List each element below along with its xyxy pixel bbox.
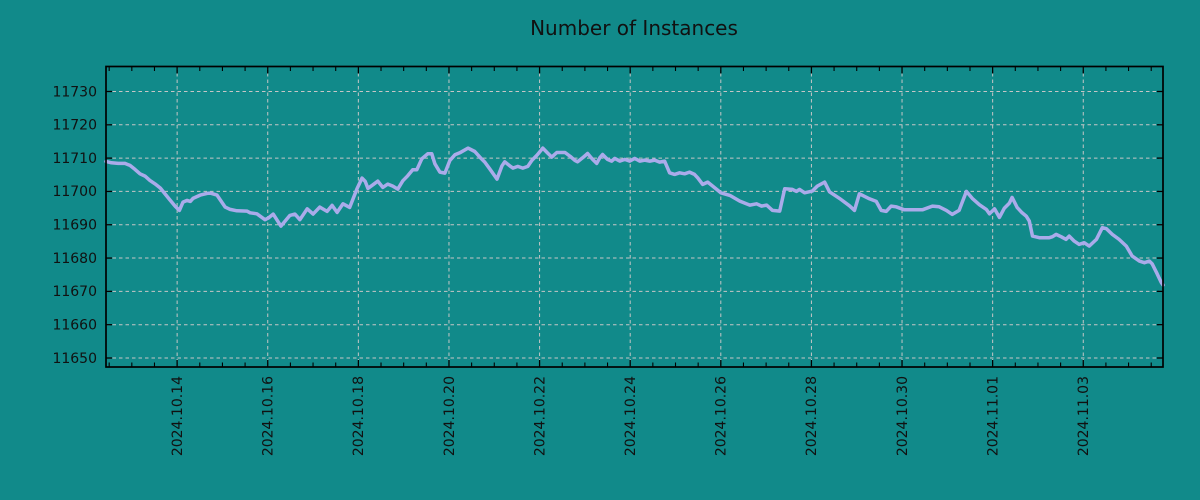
gridlines [106, 66, 1163, 367]
x-tick-label: 2024.10.16 [261, 376, 277, 456]
y-tick-labels: 11650 11660 11670 11680 11690 11700 11710 11720… [52, 84, 97, 367]
y-tick-label: 11730 [52, 84, 97, 100]
y-tick-label: 11670 [52, 284, 97, 300]
x-tick-label: 2024.10.28 [804, 376, 820, 456]
x-tick-label: 2024.10.22 [532, 376, 548, 456]
y-tick-label: 11650 [52, 351, 97, 367]
x-tick-label: 2024.10.18 [351, 376, 367, 456]
y-tick-label: 11660 [52, 317, 97, 333]
x-tick-label: 2024.10.14 [170, 376, 186, 456]
x-tick-label: 2024.10.30 [895, 376, 911, 456]
x-tick-label: 2024.10.26 [714, 376, 730, 456]
y-tick-label: 11690 [52, 218, 97, 234]
axis-ticks [106, 66, 1163, 367]
y-tick-label: 11700 [52, 184, 97, 200]
series-line [104, 146, 1165, 287]
x-tick-labels: 2024.10.14 2024.10.16 2024.10.18 2024.10.20… [170, 376, 1092, 456]
x-tick-label: 2024.10.24 [623, 376, 639, 456]
plot-frame [105, 65, 1164, 368]
y-tick-label: 11710 [52, 151, 97, 167]
x-tick-label: 2024.11.01 [985, 376, 1001, 456]
x-tick-label: 2024.11.03 [1076, 376, 1092, 456]
y-tick-label: 11680 [52, 251, 97, 267]
chart-title: Number of Instances [530, 16, 738, 40]
y-tick-label: 11720 [52, 118, 97, 134]
x-tick-label: 2024.10.20 [442, 376, 458, 456]
